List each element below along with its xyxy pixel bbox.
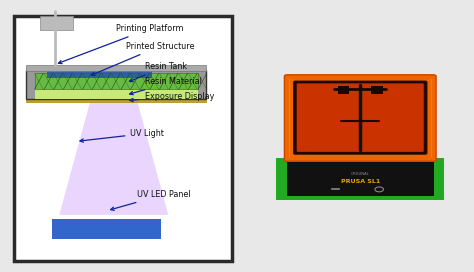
FancyBboxPatch shape xyxy=(297,84,424,152)
Bar xyxy=(35,73,198,89)
Bar xyxy=(276,157,444,200)
Bar xyxy=(287,158,434,162)
Bar xyxy=(35,89,198,99)
Text: Printing Platform: Printing Platform xyxy=(58,24,183,64)
Text: Printed Structure: Printed Structure xyxy=(91,42,194,75)
Text: Exposure Display: Exposure Display xyxy=(130,92,214,102)
Bar xyxy=(47,69,152,78)
Bar xyxy=(40,16,73,30)
Text: Resin Tank: Resin Tank xyxy=(129,62,187,82)
Bar xyxy=(338,86,349,94)
FancyBboxPatch shape xyxy=(293,81,427,154)
Bar xyxy=(287,160,434,196)
Text: UV Light: UV Light xyxy=(80,129,164,142)
Polygon shape xyxy=(59,102,168,215)
Bar xyxy=(371,86,383,94)
FancyBboxPatch shape xyxy=(284,75,436,161)
Text: ORIGINAL: ORIGINAL xyxy=(351,172,370,176)
Bar xyxy=(26,65,206,71)
Bar xyxy=(14,16,232,261)
Bar xyxy=(26,70,206,99)
Bar xyxy=(52,219,161,239)
Bar xyxy=(26,98,206,102)
Text: UV LED Panel: UV LED Panel xyxy=(110,190,191,210)
Text: PRUSA SL1: PRUSA SL1 xyxy=(341,179,380,184)
Text: Resin Material: Resin Material xyxy=(129,77,201,95)
